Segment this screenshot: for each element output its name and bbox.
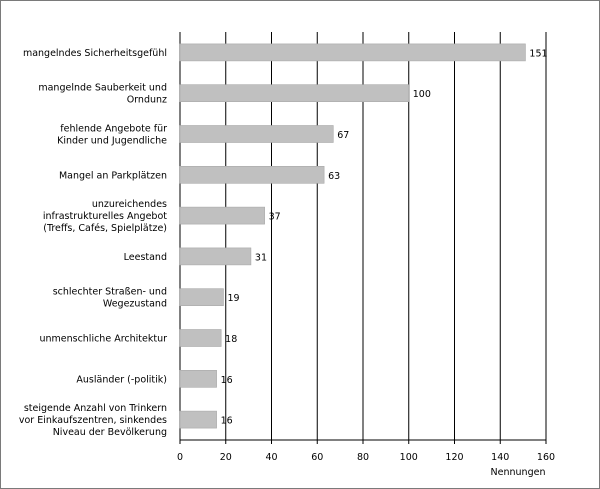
- category-label: Leestand: [124, 252, 167, 263]
- x-tick-label: 100: [400, 452, 418, 463]
- x-tick-label: 80: [357, 452, 369, 463]
- category-label-line: Niveau der Bevölkerung: [53, 427, 167, 438]
- category-label-line: schlechter Straßen- und: [53, 287, 167, 298]
- category-label-line: Wegezustand: [103, 299, 167, 310]
- category-label-line: mangelnde Sauberkeit und: [38, 83, 167, 94]
- category-label-line: Orndunz: [127, 95, 167, 106]
- bar: [179, 206, 265, 225]
- bar-value-label: 31: [255, 252, 267, 263]
- x-tick-label: 120: [445, 452, 463, 463]
- x-axis-title: Nennungen: [491, 467, 546, 478]
- category-label: Ausländer (-politik): [76, 374, 167, 385]
- category-label: steigende Anzahl von Trinkern vor Einkauf…: [19, 403, 167, 438]
- category-label: mangelndes Sicherheitsgefühl: [23, 48, 167, 59]
- bar: [179, 329, 222, 347]
- bar: [179, 166, 325, 184]
- bar-value-label: 16: [221, 375, 233, 386]
- category-label: Mangel an Parkplätzen: [59, 170, 167, 181]
- bar-value-label: 151: [529, 48, 547, 59]
- category-label-line: (Treffs, Cafés, Spielplätze): [43, 223, 167, 234]
- x-tick-label: 0: [177, 452, 183, 463]
- category-label-line: infrastrukturelles Angebot: [43, 211, 167, 222]
- bar: [179, 43, 526, 62]
- bar: [179, 247, 252, 266]
- x-tick-label: 40: [265, 452, 277, 463]
- category-label: unmenschliche Architektur: [39, 334, 167, 345]
- category-label: schlechter Straßen- und Wegezustand: [53, 287, 167, 310]
- x-tick-label: 20: [220, 452, 232, 463]
- bar-value-label: 37: [269, 212, 281, 223]
- category-label-line: Mangel an Parkplätzen: [59, 170, 167, 181]
- category-label-line: Kinder und Jugendliche: [57, 136, 167, 147]
- category-label-line: Leestand: [124, 252, 167, 263]
- category-label: mangelnde Sauberkeit und Orndunz: [38, 83, 167, 106]
- bar-value-label: 18: [225, 334, 237, 345]
- x-tick-label: 60: [311, 452, 323, 463]
- bar: [179, 125, 334, 143]
- bar-value-label: 63: [328, 171, 340, 182]
- category-label-line: unzureichendes: [92, 199, 167, 210]
- bar-value-label: 16: [221, 416, 233, 427]
- category-label-line: fehlende Angebote für: [60, 124, 167, 135]
- bar-value-label: 100: [413, 89, 431, 100]
- category-label-line: Ausländer (-politik): [76, 374, 167, 385]
- category-label-line: vor Einkaufszentren, sinkendes: [19, 415, 167, 426]
- category-label-line: steigende Anzahl von Trinkern: [24, 403, 167, 414]
- x-tick-label: 160: [537, 452, 555, 463]
- category-label-line: mangelndes Sicherheitsgefühl: [23, 48, 167, 59]
- bar: [179, 288, 224, 307]
- bar: [179, 410, 217, 429]
- x-tick-label: 140: [491, 452, 509, 463]
- category-label: unzureichendes infrastrukturelles Angebot…: [43, 199, 167, 234]
- bar-value-label: 67: [337, 130, 349, 141]
- bar-value-label: 19: [227, 293, 239, 304]
- bar: [179, 84, 410, 102]
- bar: [179, 369, 217, 388]
- category-label-line: unmenschliche Architektur: [39, 334, 167, 345]
- category-label: fehlende Angebote für Kinder und Jugendli…: [57, 124, 167, 147]
